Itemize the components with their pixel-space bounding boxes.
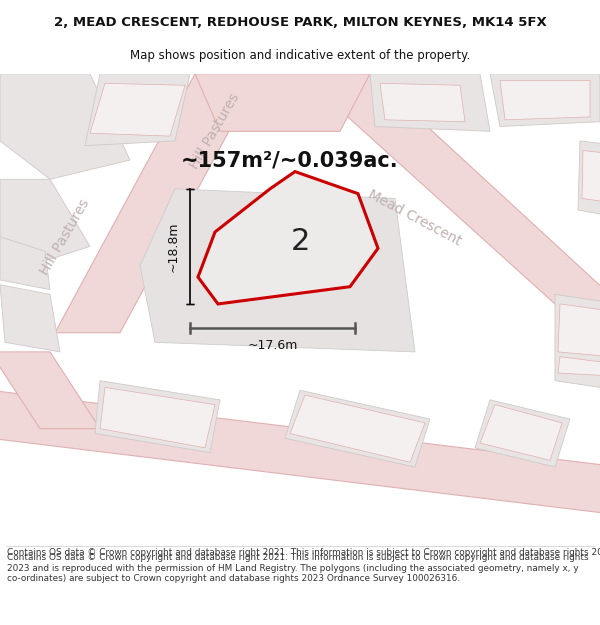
- Polygon shape: [0, 285, 60, 352]
- Polygon shape: [55, 74, 260, 332]
- Polygon shape: [475, 400, 570, 467]
- Polygon shape: [0, 74, 130, 179]
- Text: Contains OS data © Crown copyright and database right 2021. This information is : Contains OS data © Crown copyright and d…: [7, 554, 589, 583]
- Polygon shape: [582, 151, 600, 203]
- Text: ~157m²/~0.039ac.: ~157m²/~0.039ac.: [181, 150, 399, 170]
- Polygon shape: [558, 304, 600, 357]
- Polygon shape: [198, 172, 378, 304]
- Text: ~17.6m: ~17.6m: [247, 339, 298, 352]
- Polygon shape: [0, 237, 50, 289]
- Polygon shape: [290, 395, 425, 462]
- Text: ~18.8m: ~18.8m: [167, 221, 180, 272]
- Text: 2: 2: [290, 227, 310, 256]
- Polygon shape: [380, 83, 465, 122]
- Polygon shape: [500, 81, 590, 120]
- Polygon shape: [195, 74, 370, 131]
- Text: Mead Crescent: Mead Crescent: [366, 187, 464, 248]
- Text: Hill Pastures: Hill Pastures: [38, 196, 92, 278]
- Text: Map shows position and indicative extent of the property.: Map shows position and indicative extent…: [130, 49, 470, 62]
- Polygon shape: [480, 404, 562, 460]
- Polygon shape: [300, 74, 600, 304]
- Text: 2, MEAD CRESCENT, REDHOUSE PARK, MILTON KEYNES, MK14 5FX: 2, MEAD CRESCENT, REDHOUSE PARK, MILTON …: [53, 16, 547, 29]
- Polygon shape: [100, 388, 215, 448]
- Polygon shape: [578, 141, 600, 218]
- Polygon shape: [558, 357, 600, 376]
- Polygon shape: [140, 189, 415, 352]
- Polygon shape: [0, 390, 600, 515]
- Polygon shape: [0, 352, 100, 429]
- Polygon shape: [285, 390, 430, 467]
- Polygon shape: [555, 294, 600, 390]
- Polygon shape: [0, 179, 90, 266]
- Text: Hill Pastures: Hill Pastures: [188, 91, 242, 172]
- Polygon shape: [95, 381, 220, 452]
- Polygon shape: [85, 74, 190, 146]
- Polygon shape: [490, 74, 600, 126]
- Text: Contains OS data © Crown copyright and database right 2021. This information is : Contains OS data © Crown copyright and d…: [7, 548, 600, 557]
- Polygon shape: [90, 83, 185, 136]
- Polygon shape: [370, 74, 490, 131]
